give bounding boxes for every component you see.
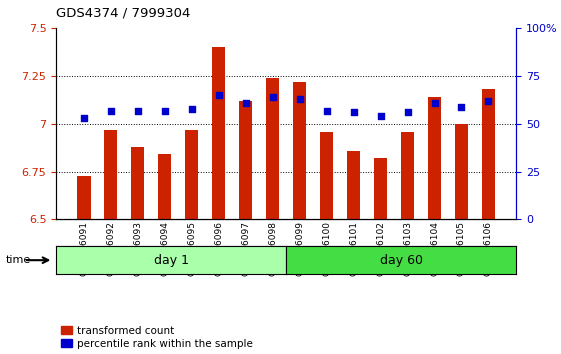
Point [430,100,439,106]
Point [133,108,142,113]
Point [160,108,169,113]
Point [295,96,304,102]
Point [79,115,88,121]
Text: day 1: day 1 [154,254,188,267]
Bar [77,176,90,219]
Bar [455,124,468,219]
Text: day 60: day 60 [380,254,422,267]
Bar [239,101,252,219]
Text: GDS4374 / 7999304: GDS4374 / 7999304 [56,6,191,19]
Bar [104,130,117,219]
Bar [482,90,495,219]
Bar [320,132,333,219]
Point [268,94,277,100]
Point [376,113,385,119]
Point [349,110,358,115]
Bar [427,97,442,219]
Text: time: time [6,255,31,265]
Point [106,108,115,113]
Point [484,98,493,104]
Legend: transformed count, percentile rank within the sample: transformed count, percentile rank withi… [61,326,253,349]
Point [457,104,466,109]
Point [322,108,331,113]
Bar [158,154,172,219]
Bar [185,130,199,219]
Bar [401,132,414,219]
Point [403,110,412,115]
Bar [131,147,145,219]
Point [187,106,196,112]
Bar [374,158,387,219]
Point [241,100,250,106]
Bar [293,82,306,219]
Bar [347,151,360,219]
Bar [212,47,226,219]
Point [214,92,223,98]
Bar [266,78,279,219]
